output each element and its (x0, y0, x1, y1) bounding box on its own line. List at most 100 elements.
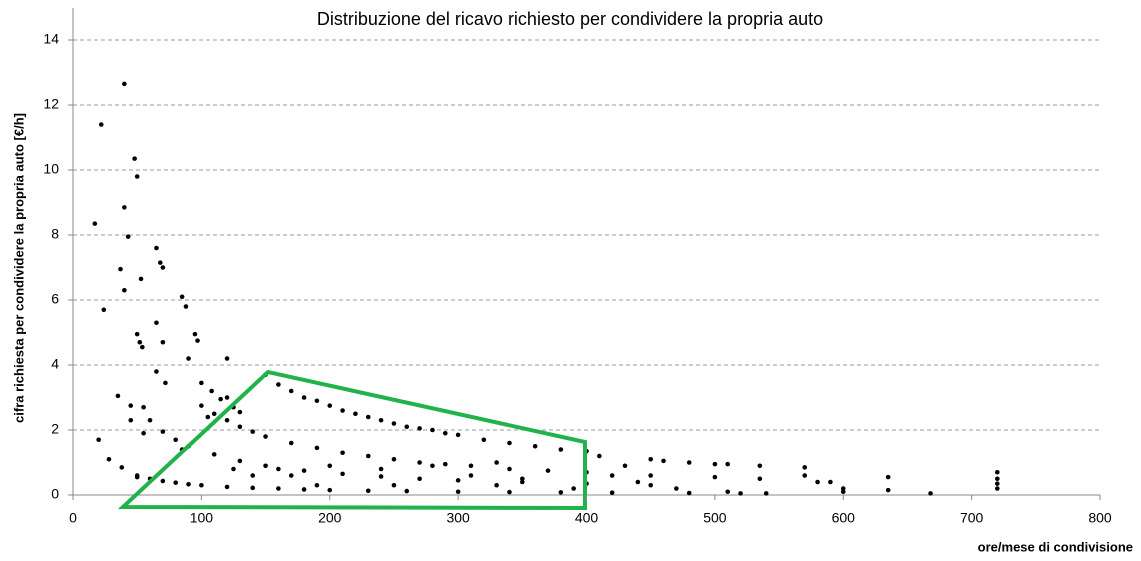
x-tick-label: 800 (1088, 510, 1112, 526)
point (118, 266, 123, 272)
point (378, 474, 384, 479)
point (186, 481, 191, 487)
point (442, 430, 448, 436)
point (648, 456, 653, 462)
point (119, 465, 125, 470)
point (237, 409, 243, 415)
point (597, 453, 602, 459)
point (507, 440, 512, 446)
point (140, 344, 145, 350)
point (661, 458, 666, 464)
x-tick-label: 500 (703, 510, 727, 526)
point (609, 490, 615, 496)
point (122, 287, 127, 293)
point (571, 486, 576, 491)
point (183, 304, 189, 309)
point (802, 465, 808, 470)
point (725, 461, 731, 467)
point (141, 404, 146, 410)
point (163, 380, 168, 386)
point (378, 417, 384, 423)
point (763, 491, 769, 496)
point (430, 463, 435, 469)
points (92, 81, 1000, 496)
point (391, 456, 397, 462)
y-tick-label: 14 (43, 31, 59, 47)
point (327, 463, 333, 469)
point (276, 486, 281, 491)
point (404, 488, 410, 494)
point (125, 234, 131, 239)
point (712, 474, 718, 480)
point (815, 479, 820, 485)
point (430, 427, 435, 433)
point (147, 417, 153, 423)
point (250, 473, 256, 478)
point (558, 490, 564, 495)
point (128, 403, 134, 408)
point (840, 489, 846, 495)
point (340, 471, 345, 477)
point (211, 452, 217, 457)
point (205, 414, 211, 420)
point (314, 482, 320, 488)
point (404, 424, 410, 430)
point (301, 468, 307, 473)
y-tick-label: 4 (51, 356, 59, 372)
y-tick-label: 10 (43, 161, 59, 177)
point (995, 481, 1000, 486)
point (391, 421, 397, 426)
point (134, 473, 140, 478)
point (173, 480, 178, 485)
point (802, 473, 808, 478)
point (314, 445, 320, 451)
point (314, 398, 320, 404)
point (828, 479, 833, 485)
point (122, 205, 127, 210)
point (545, 468, 551, 473)
point (186, 356, 191, 361)
y-axis-title: cifra richiesta per condividere la propr… (11, 113, 26, 423)
point (199, 380, 204, 386)
point (468, 473, 474, 478)
point (224, 356, 230, 361)
point (154, 369, 159, 374)
point (417, 476, 422, 482)
point (391, 482, 397, 488)
point (154, 245, 159, 251)
point (141, 430, 146, 436)
point (442, 461, 448, 467)
point (98, 122, 104, 127)
point (455, 432, 461, 438)
point (712, 461, 718, 467)
point (288, 440, 294, 446)
point (995, 469, 1000, 475)
point (648, 473, 653, 478)
point (520, 476, 525, 482)
point (674, 486, 679, 491)
point (122, 81, 127, 87)
point (115, 393, 121, 399)
point (231, 466, 236, 472)
point (132, 156, 137, 161)
point (250, 485, 256, 491)
point (378, 466, 384, 472)
point (301, 395, 307, 400)
point (250, 429, 256, 434)
y-tick-label: 6 (51, 291, 59, 307)
y-tick-label: 12 (43, 96, 59, 112)
point (224, 395, 230, 400)
point (327, 403, 333, 408)
point (160, 478, 166, 484)
point (137, 339, 143, 345)
point (840, 486, 846, 491)
point (507, 466, 512, 472)
point (288, 473, 294, 478)
point (340, 450, 345, 456)
point (507, 489, 512, 495)
point (365, 414, 371, 420)
point (209, 388, 214, 394)
x-tick-label: 400 (575, 510, 599, 526)
point (218, 396, 223, 402)
